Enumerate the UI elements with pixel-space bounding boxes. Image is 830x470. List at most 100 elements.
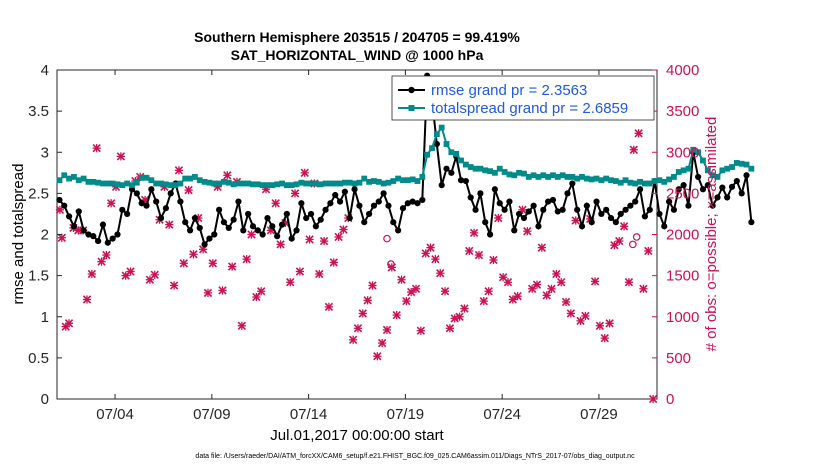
x-tick-label: 07/14 [290,406,328,423]
obs-assimilated-point [610,241,619,250]
totalspread-point [477,165,484,172]
rmse-point [293,227,300,234]
rmse-point [61,202,68,209]
totalspread-point [206,179,213,186]
obs-possible-point [632,233,641,241]
rmse-point [225,224,232,232]
obs-assimilated-point [503,278,513,287]
plot-area [56,69,658,400]
totalspread-point [95,179,102,186]
totalspread-point [192,174,198,180]
totalspread-point [424,151,431,158]
rmse-point [525,208,532,215]
totalspread-point [288,182,295,189]
rmse-point [419,196,426,204]
totalspread-point [308,180,314,187]
rmse-point [477,190,484,197]
obs-assimilated-point [324,302,334,312]
obs-assimilated-point [64,319,74,328]
rmse-point [448,169,455,176]
totalspread-point [138,174,145,181]
totalspread-point [259,182,266,189]
totalspread-point [738,160,745,167]
rmse-point [336,198,344,205]
totalspread-point [579,174,585,180]
chart-title-line1: Southern Hemisphere 203515 / 204705 = 99… [194,29,520,45]
rmse-point [501,206,508,213]
obs-assimilated-point [126,267,135,276]
obs-assimilated-point [634,129,643,138]
obs-assimilated-point [571,216,580,225]
rmse-point [670,206,678,213]
rmse-point [85,231,92,238]
x-tick-label: 07/19 [387,406,425,423]
totalspread-point [158,180,164,187]
obs-assimilated-point [644,246,653,256]
totalspread-point [530,172,537,179]
rmse-point [641,213,649,220]
y-tick-label-left: 0.5 [28,350,49,367]
obs-assimilated-point [82,295,92,304]
totalspread-point [124,180,131,187]
rmse-point [235,198,242,205]
totalspread-point [114,181,121,188]
obs-assimilated-point [218,286,227,295]
totalspread-point [80,175,87,182]
rmse-point [182,219,189,226]
totalspread-point [448,149,455,156]
obs-assimilated-point [426,243,435,252]
obs-assimilated-point [523,227,532,236]
totalspread-point [90,178,97,185]
rmse-point [680,182,687,189]
obs-assimilated-point [57,233,67,242]
obs-assimilated-point [92,143,101,153]
totalspread-point [627,179,634,186]
obs-possible-point [387,260,395,268]
rmse-point [395,227,402,234]
rmse-point [215,206,223,213]
totalspread-point [521,170,527,177]
totalspread-point [637,178,643,185]
totalspread-point [371,178,377,184]
obs-assimilated-point [242,255,251,264]
obs-assimilated-point [557,278,566,287]
rmse-point [627,202,634,209]
rmse-point [119,206,126,213]
totalspread-point [525,174,532,180]
rmse-point [569,180,576,187]
obs-assimilated-point [165,220,174,229]
totalspread-point [743,161,750,168]
obs-assimilated-point [116,152,126,161]
rmse-point [307,210,315,218]
totalspread-point [312,180,319,187]
obs-assimilated-point [339,225,348,234]
obs-possible-point [383,234,391,243]
totalspread-point [675,169,682,175]
obs-assimilated-point [102,250,111,260]
totalspread-point [56,177,63,184]
rmse-point [249,223,257,230]
rmse-point [719,184,726,191]
rmse-point [191,214,199,222]
totalspread-point [496,165,503,172]
obs-assimilated-point [450,314,459,323]
totalspread-point [322,180,329,187]
rmse-point [332,191,339,199]
totalspread-point [564,174,571,180]
rmse-point [457,177,465,184]
rmse-point [530,202,537,209]
totalspread-point [283,182,290,189]
totalspread-point [264,182,271,189]
totalspread-point [119,182,126,189]
rmse-point [153,198,160,205]
rmse-point [95,237,102,245]
rmse-point [138,200,145,207]
rmse-point [554,208,561,215]
rmse-point [56,196,63,204]
obs-assimilated-point [286,278,295,287]
rmse-point [283,210,290,218]
rmse-point [646,206,653,213]
totalspread-point [695,149,702,156]
obs-assimilated-point [431,255,440,264]
